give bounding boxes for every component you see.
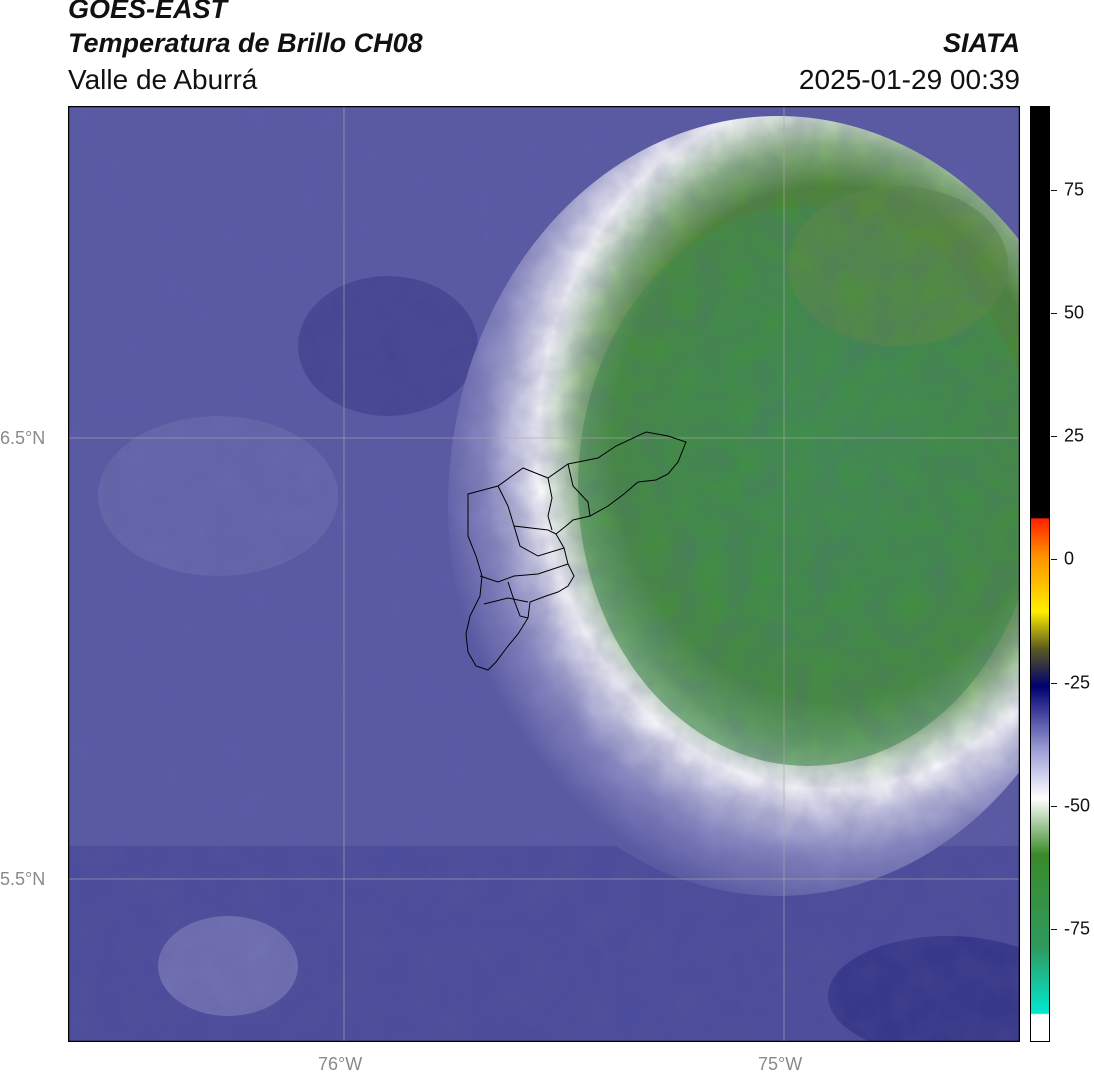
timestamp-label: 2025-01-29 00:39	[798, 64, 1020, 95]
colorbar-label-minus50: -50	[1064, 795, 1091, 816]
colorbar-tick-50	[1051, 313, 1057, 314]
colorbar-tick-minus75	[1051, 929, 1057, 930]
texture-overlay	[68, 106, 1020, 1042]
map-border	[68, 106, 1020, 1042]
lon-label-75w: 75°W	[758, 1054, 803, 1074]
product-title: Temperatura de Brillo CH08	[68, 28, 423, 58]
colorbar-tick-minus50	[1051, 806, 1057, 807]
colorbar-tick-0	[1051, 559, 1057, 560]
colorbar-label-0: 0	[1064, 548, 1075, 569]
colorbar-fill	[1030, 106, 1050, 1042]
colorbar-tick-minus25	[1051, 683, 1057, 684]
colorbar	[1030, 106, 1050, 1042]
organization-label: SIATA	[943, 28, 1020, 58]
colorbar-label-75: 75	[1064, 179, 1085, 200]
satellite-map[interactable]	[68, 106, 1020, 1042]
lat-label-6-5: 6.5°N	[0, 428, 46, 448]
satellite-title: GOES-EAST	[68, 0, 228, 24]
lat-label-5-5: 5.5°N	[0, 869, 46, 889]
municipal-boundaries	[465, 431, 687, 671]
colorbar-label-minus25: -25	[1064, 672, 1091, 693]
colorbar-label-50: 50	[1064, 302, 1085, 323]
colorbar-label-25: 25	[1064, 425, 1085, 446]
colorbar-tick-75	[1051, 190, 1057, 191]
region-title: Valle de Aburrá	[68, 64, 258, 95]
colorbar-tick-25	[1051, 436, 1057, 437]
lon-label-76w: 76°W	[318, 1054, 363, 1074]
colorbar-label-minus75: -75	[1064, 918, 1091, 939]
